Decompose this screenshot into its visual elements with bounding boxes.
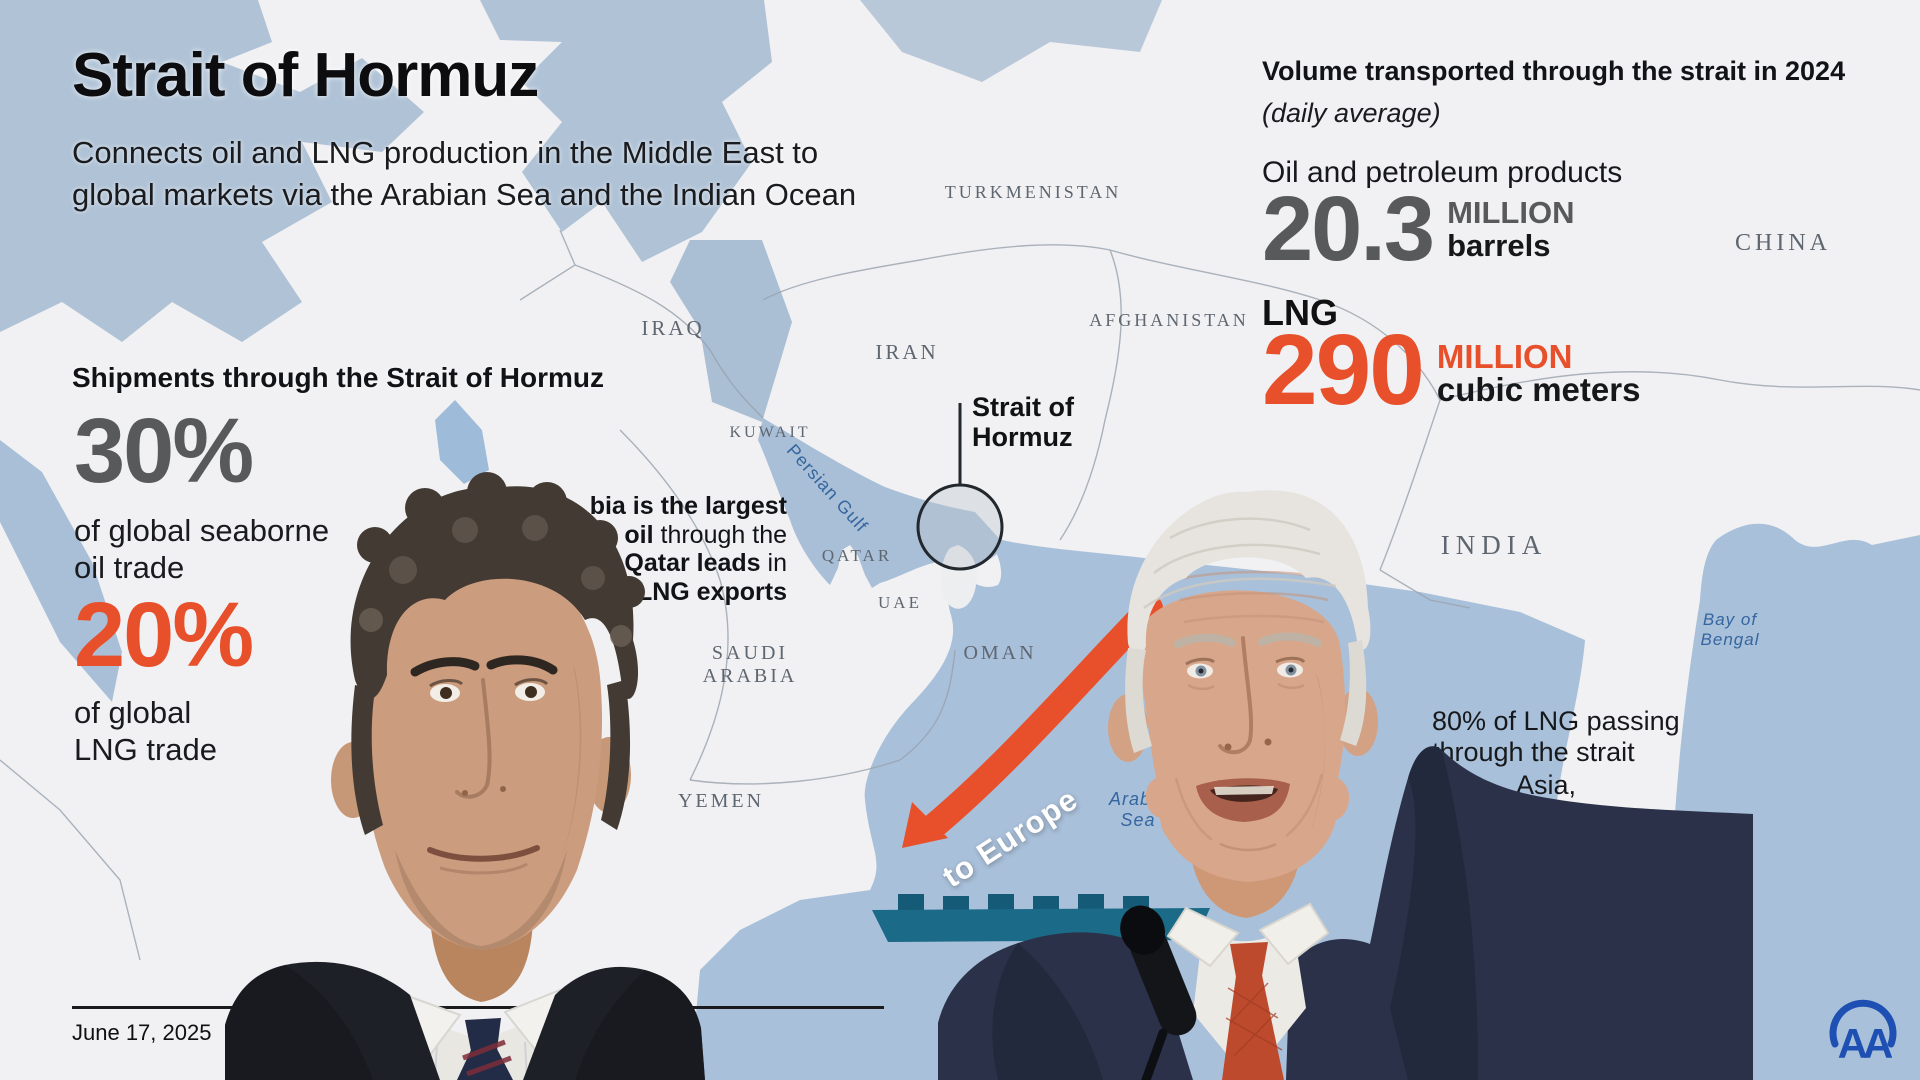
strait-callout-line1: Strait of [972,392,1075,422]
logo-text: AA [1838,1020,1893,1067]
photo-right-senator [938,490,1753,1080]
map-label-china: CHINA [1735,230,1831,256]
page-title: Strait of Hormuz [72,41,539,110]
map-label-iraq: IRAQ [641,316,705,340]
mid-annotation-line1: bia is the largest [589,492,787,520]
agency-logo: AA [1829,999,1898,1067]
route-arrow-head [902,802,948,848]
map-label-afghanistan: AFGHANISTAN [1089,310,1249,330]
country-borders [0,229,1920,961]
lng-volume-unit-cubic-meters: cubic meters [1436,371,1641,408]
subtitle-line-2: global markets via the Arabian Sea and t… [72,177,857,212]
sea-black-caspian [480,0,772,262]
oil-share-desc: of global seaborne oil trade [74,512,329,586]
mid-annotation-line4: LNG exports [636,577,787,606]
lng-share-desc-line2: LNG trade [74,732,218,767]
oil-share-desc-line1: of global seaborne [74,513,330,548]
right-annotation: 80% of LNG passing through the strait [1432,706,1680,768]
map-label-uae: UAE [878,593,922,612]
oil-share-desc-line2: oil trade [74,550,185,585]
right-annotation-line1: 80% of LNG passing [1432,706,1680,736]
sea-caspian-tail [670,240,792,422]
oil-products-label: Oil and petroleum products [1262,156,1623,189]
photo-left-official [225,472,705,1080]
oil-volume-stat: 20.3 MILLION barrels [1262,178,1575,280]
strait-callout-line2: Hormuz [972,422,1073,452]
mid-annotation: bia is the largest oil through the Qatar… [487,492,787,606]
route-arrow-body [921,595,1163,839]
oil-volume-unit-barrels: barrels [1447,228,1551,263]
map-label-saudi-arabia: SAUDI ARABIA [702,642,798,687]
map-label-kuwait: KUWAIT [729,424,811,441]
oil-share-value: 30% [74,400,254,502]
musandam-peninsula [940,545,977,609]
logo-arc [1829,999,1897,1048]
footer-rule [72,1006,884,1009]
right-annotation-line2: through the strait [1432,737,1635,767]
map-label-oman: OMAN [963,642,1037,664]
map-label-iran: IRAN [875,340,939,364]
lng-volume-unit-million: MILLION [1436,338,1573,375]
sea-red [0,440,122,702]
map-label-india: INDIA [1440,530,1548,560]
oil-volume-unit-million: MILLION [1447,195,1575,230]
lng-volume-value: 290 [1262,314,1425,426]
oil-volume-value: 20.3 [1262,178,1435,280]
footer-date: June 17, 2025 [72,1020,212,1045]
subtitle-line-1: Connects oil and LNG production in the M… [72,135,819,170]
sea-top-left [0,0,424,342]
lng-volume-stat: 290 MILLION cubic meters [1262,314,1641,426]
microphone [1120,905,1197,1036]
map-label-qatar: QATAR [821,546,893,565]
lng-share-value: 20% [74,584,254,686]
volume-heading: Volume transported through the strait in… [1262,56,1846,86]
mid-annotation-line3: Qatar leads in [624,549,787,577]
strait-callout: Strait of Hormuz [972,392,1074,452]
lake [435,400,489,484]
shipments-heading: Shipments through the Strait of Hormuz [72,362,604,393]
map-label-bay-of-bengal: Bay of Bengal [1700,610,1760,649]
lng-share-desc-line1: of global [74,695,192,730]
mid-annotation-line2: oil through the [624,520,787,549]
lng-share-desc: of global LNG trade [74,694,217,768]
lng-label: LNG [1262,292,1338,333]
map-label-turkmenistan: TURKMENISTAN [944,182,1122,202]
strait-circle [916,483,1004,571]
map-label-yemen: YEMEN [677,790,765,812]
volume-daily-average: (daily average) [1262,98,1441,128]
sea-persian-gulf [758,418,1005,588]
sea-top-patch [860,0,1162,82]
page-subtitle: Connects oil and LNG production in the M… [72,132,856,216]
